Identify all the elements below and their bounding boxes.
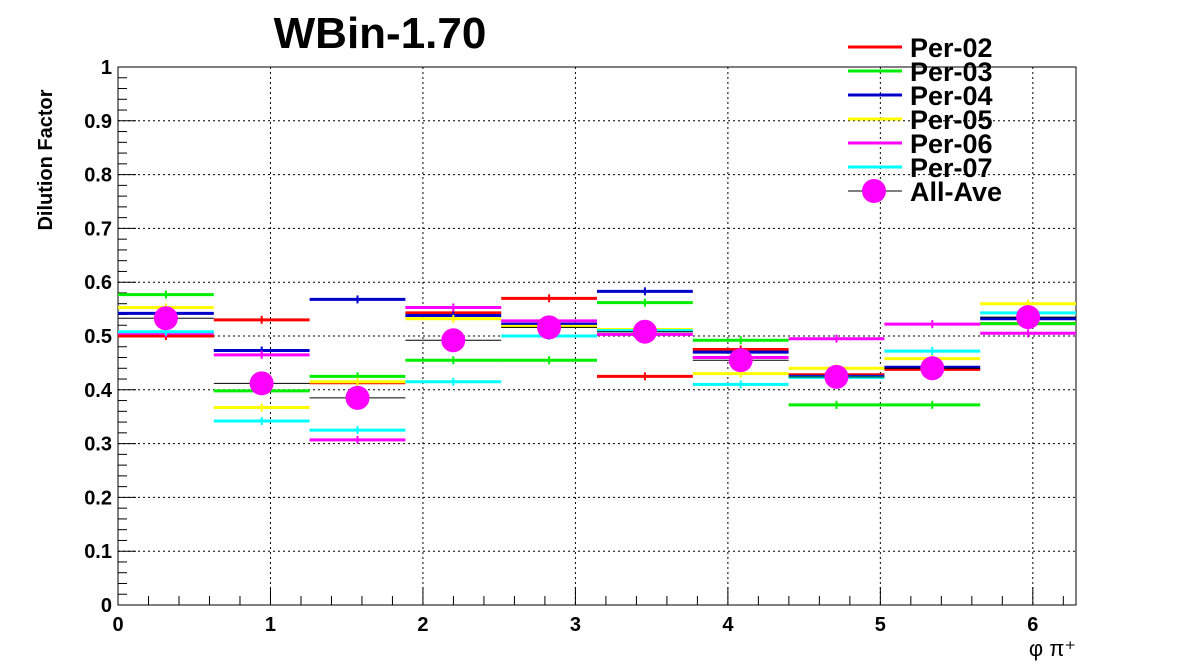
x-tick-label: 6 (1027, 614, 1038, 636)
y-tick-label: 0.5 (84, 326, 112, 348)
average-point (632, 319, 657, 344)
x-tick-label: 4 (722, 614, 734, 636)
legend-item-all-ave: All-Ave (848, 177, 1002, 207)
legend-item-per-07: Per-07 (848, 153, 993, 183)
series-layer (118, 287, 1076, 444)
y-tick-label: 0.9 (84, 111, 112, 133)
x-tick-label: 1 (265, 614, 276, 636)
legend-label: Per-05 (910, 105, 993, 135)
x-tick-label: 5 (875, 614, 886, 636)
average-point (920, 356, 945, 381)
legend-item-per-02: Per-02 (848, 33, 993, 63)
legend-label: Per-07 (910, 153, 993, 183)
y-tick-label: 0 (101, 595, 112, 617)
y-tick-label: 0.3 (84, 434, 112, 456)
x-axis-label: φ π⁺ (1029, 636, 1076, 661)
y-tick-label: 0.7 (84, 218, 112, 240)
average-point (153, 306, 178, 331)
legend: Per-02Per-03Per-04Per-05Per-06Per-07All-… (848, 33, 1002, 207)
legend-item-per-05: Per-05 (848, 105, 993, 135)
legend-label: Per-03 (910, 57, 993, 87)
legend-item-per-03: Per-03 (848, 57, 993, 87)
legend-label: Per-06 (910, 129, 993, 159)
series-all-ave (118, 305, 1076, 410)
average-point (1016, 305, 1041, 330)
legend-swatch-marker (862, 179, 886, 203)
legend-label: Per-02 (910, 33, 993, 63)
legend-item-per-06: Per-06 (848, 129, 993, 159)
average-point (441, 328, 466, 353)
average-point (537, 315, 562, 340)
chart-title: WBin-1.70 (274, 9, 487, 58)
y-axis-label: Dilution Factor (35, 89, 57, 230)
average-point (824, 364, 849, 389)
x-tick-label: 3 (570, 614, 581, 636)
y-tick-label: 0.6 (84, 272, 112, 294)
legend-label: Per-04 (910, 81, 993, 111)
x-tick-label: 2 (417, 614, 428, 636)
average-point (249, 371, 274, 396)
y-tick-label: 0.4 (84, 380, 113, 402)
y-tick-label: 0.1 (84, 541, 112, 563)
axes: 0 0.1 0.2 0.3 0.4 0.5 0.6 0.7 0.8 0.9 1 0 1 2 3 4 5 6 (84, 57, 1064, 636)
legend-label: All-Ave (910, 177, 1002, 207)
legend-item-per-04: Per-04 (848, 81, 993, 111)
y-tick-label: 0.8 (84, 165, 112, 187)
average-point (728, 348, 753, 373)
x-tick-label: 0 (112, 614, 123, 636)
y-tick-label: 0.2 (84, 487, 112, 509)
y-tick-label: 1 (101, 57, 112, 79)
average-point (345, 385, 370, 410)
